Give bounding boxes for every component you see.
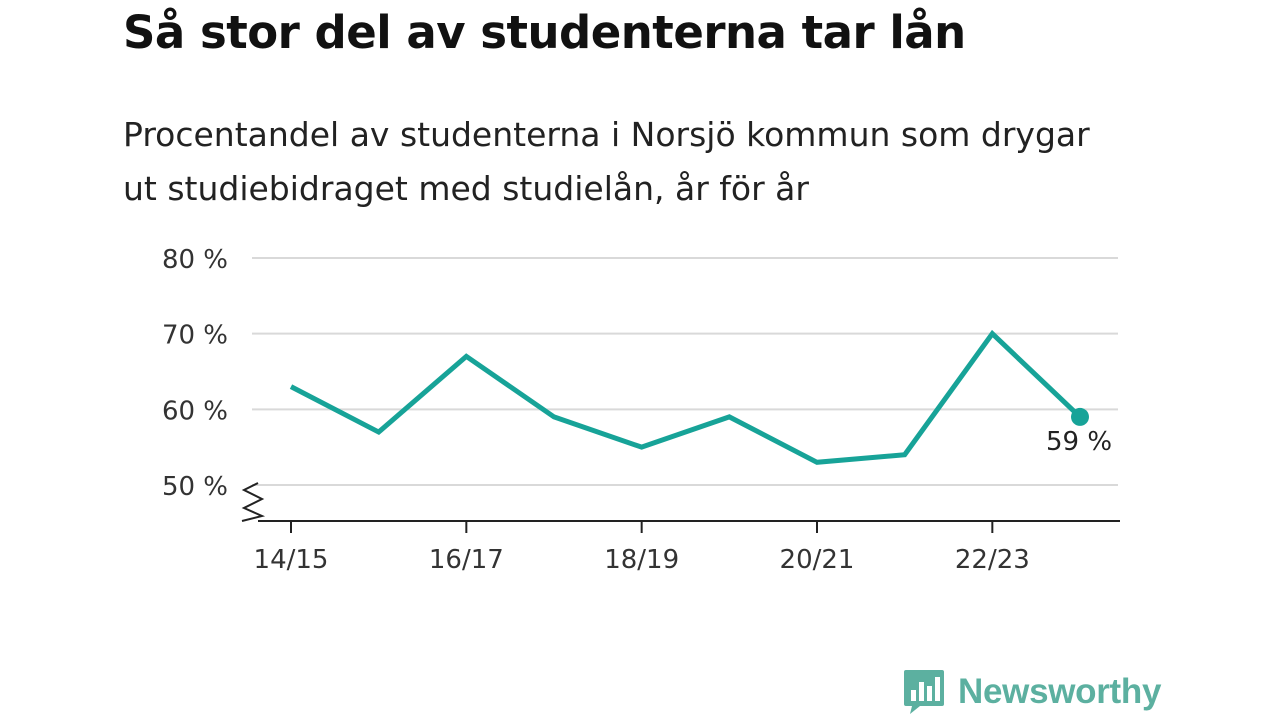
y-tick-label-50: 50 % bbox=[162, 472, 228, 502]
x-tick-label-22-23: 22/23 bbox=[955, 545, 1030, 575]
axis-break-icon bbox=[241, 482, 266, 522]
newsworthy-icon bbox=[904, 670, 944, 714]
brand-name: Newsworthy bbox=[958, 672, 1162, 711]
series-layer bbox=[289, 329, 1089, 465]
x-tick-label-20-21: 20/21 bbox=[780, 545, 855, 575]
chart-subtitle: Procentandel av studenterna i Norsjö kom… bbox=[123, 115, 1090, 208]
x-tick-label-18-19: 18/19 bbox=[604, 545, 679, 575]
grid-lines bbox=[252, 257, 1118, 486]
series-line-0 bbox=[289, 329, 1082, 465]
newsworthy-logo: Newsworthy bbox=[902, 670, 1161, 714]
chart-title: Så stor del av studenterna tar lån bbox=[123, 6, 966, 59]
y-axis-tick-labels: 50 % 60 % 70 % 80 % bbox=[162, 245, 228, 502]
x-axis bbox=[241, 482, 1120, 533]
x-tick-label-16-17: 16/17 bbox=[429, 545, 504, 575]
end-point-marker bbox=[1071, 407, 1089, 426]
x-axis-tick-labels: 14/15 16/17 18/19 20/21 22/23 bbox=[254, 545, 1030, 575]
y-tick-label-80: 80 % bbox=[162, 245, 228, 275]
data-labels: 59 % bbox=[1046, 427, 1112, 457]
y-tick-label-70: 70 % bbox=[162, 321, 228, 351]
end-value-label: 59 % bbox=[1046, 427, 1112, 457]
x-tick-label-14-15: 14/15 bbox=[254, 545, 329, 575]
y-tick-label-60: 60 % bbox=[162, 396, 228, 426]
